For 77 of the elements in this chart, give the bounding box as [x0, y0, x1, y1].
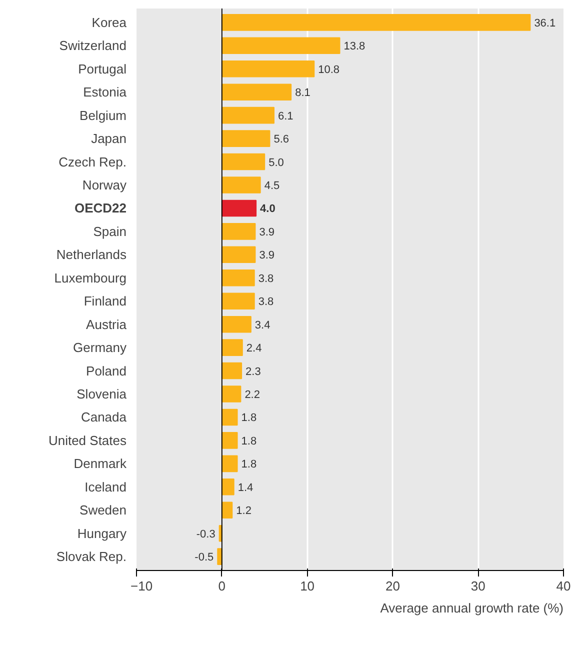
y-tick-label: Hungary: [77, 526, 127, 541]
y-tick-label: Slovenia: [76, 386, 128, 402]
x-axis-title: Average annual growth rate (%): [380, 600, 564, 616]
bar: [221, 432, 238, 449]
data-label: 1.2: [236, 505, 252, 518]
data-label: 36.1: [534, 17, 556, 30]
bar: [221, 223, 256, 240]
bar: [221, 455, 238, 472]
data-label: 1.8: [241, 412, 257, 424]
bar: [221, 200, 257, 217]
y-tick-label: Belgium: [80, 108, 126, 123]
x-tick-label: 20: [385, 578, 400, 594]
y-tick-label: Switzerland: [59, 38, 127, 54]
data-label: 3.9: [259, 250, 275, 262]
bar: [221, 386, 242, 402]
y-tick-label: Finland: [84, 294, 127, 309]
y-tick-label: Portugal: [78, 61, 127, 76]
bar: [221, 153, 266, 170]
y-tick-label: Spain: [93, 224, 126, 239]
data-label: 2.2: [244, 389, 260, 402]
bar: [221, 60, 315, 78]
y-tick-label: Norway: [82, 177, 127, 192]
data-label: -0.5: [194, 552, 214, 564]
y-tick-label: OECD22: [74, 200, 127, 216]
bar: [221, 362, 242, 380]
bar: [221, 14, 531, 31]
x-tick-label: −10: [130, 578, 153, 594]
y-tick-label: Luxembourg: [54, 270, 127, 286]
y-tick-label: Iceland: [84, 479, 126, 494]
bar: [221, 478, 234, 496]
data-label: 3.8: [258, 272, 274, 285]
y-tick-label: Canada: [80, 410, 128, 425]
data-label: 8.1: [295, 87, 310, 100]
y-tick-label: United States: [48, 432, 127, 448]
y-tick-label: Estonia: [83, 84, 128, 100]
x-tick-label: 40: [556, 578, 571, 594]
data-label: 1.8: [241, 435, 257, 448]
bar: [221, 316, 252, 333]
data-label: 2.4: [246, 342, 262, 355]
y-tick-label: Czech Rep.: [58, 154, 126, 170]
bar: [221, 502, 233, 519]
y-tick-label: Korea: [92, 14, 128, 30]
y-tick-label: Sweden: [80, 502, 127, 518]
bar: [221, 84, 292, 100]
y-tick-label: Japan: [91, 131, 126, 146]
data-label: 13.8: [344, 40, 366, 53]
x-tick-label: 10: [300, 578, 315, 594]
bar: [221, 292, 255, 310]
bar: [221, 106, 274, 124]
data-label: 3.9: [259, 226, 275, 238]
data-label: 10.8: [318, 64, 340, 76]
y-tick-label: Slovak Rep.: [56, 549, 127, 564]
data-label: 5.6: [274, 134, 290, 146]
data-label: 2.3: [246, 366, 261, 378]
bar: [221, 130, 270, 147]
bar: [221, 269, 255, 286]
y-tick-label: Austria: [86, 316, 128, 332]
y-tick-label: Germany: [73, 340, 127, 356]
bar: [221, 339, 243, 356]
data-label: 3.8: [258, 296, 274, 308]
x-tick-label: 30: [470, 578, 486, 594]
bar: [221, 37, 340, 54]
y-tick-label: Poland: [86, 363, 127, 378]
data-label: 4.5: [264, 180, 280, 192]
data-label: 1.8: [241, 458, 257, 471]
data-label: 1.4: [238, 482, 254, 494]
bar: [221, 176, 261, 194]
x-tick-label: 0: [218, 578, 226, 594]
y-tick-label: Denmark: [74, 456, 127, 472]
data-label: 3.4: [254, 319, 270, 332]
bar: [221, 408, 238, 426]
data-label: 6.1: [278, 110, 294, 122]
bar: [221, 246, 256, 264]
data-label: 4.0: [260, 203, 276, 216]
y-tick-label: Netherlands: [56, 247, 127, 262]
data-label: -0.3: [196, 528, 216, 540]
data-label: 5.0: [268, 156, 284, 169]
